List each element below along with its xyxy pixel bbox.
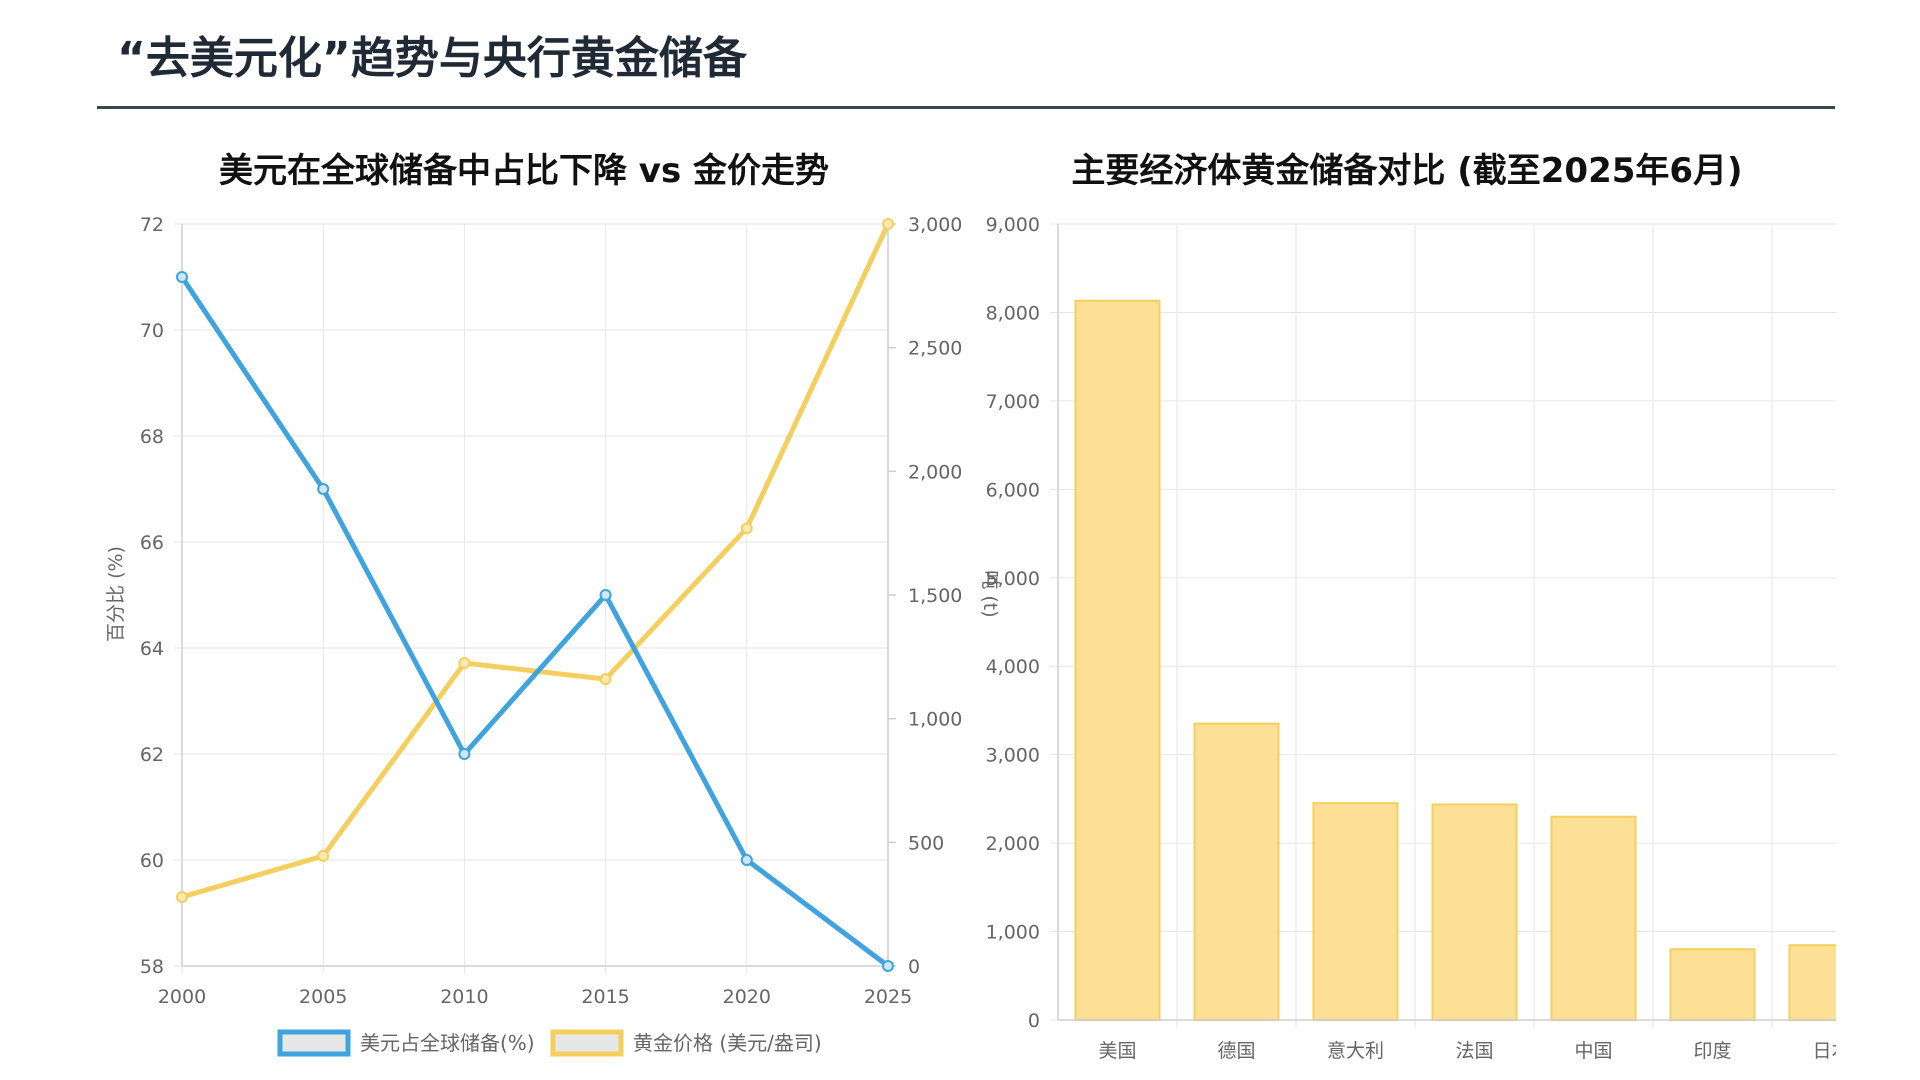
- line-chart-axes: 58 60 62 64 66 68 70 72 2000 2005 2010 2015 2020 2025…: [140, 214, 963, 1008]
- bar-chart-category-label: 法国: [1455, 1040, 1493, 1062]
- bar-chart-category-label: 美国: [1098, 1040, 1136, 1062]
- title-divider: [97, 106, 1835, 109]
- bar-chart-category-label: 德国: [1217, 1040, 1255, 1062]
- line-point-gold-price[interactable]: [176, 890, 188, 903]
- line-chart-x-tick-label: 2010: [440, 986, 488, 1008]
- bar-chart-tick-label: 0: [1028, 1010, 1040, 1032]
- bar-5[interactable]: [1550, 815, 1637, 1021]
- bar-chart-category-label: 印度: [1693, 1040, 1731, 1062]
- bar-chart-category-label: 中国: [1574, 1040, 1612, 1062]
- bar-chart-bars: 美国 德国 意大利 法国 中国 印度 日本: [1074, 299, 1874, 1062]
- line-point-usd-share[interactable]: [458, 748, 471, 760]
- line-point-gold-price[interactable]: [599, 673, 612, 686]
- line-point-usd-share[interactable]: [740, 854, 753, 866]
- line-chart-left-tick-label: 72: [140, 214, 164, 236]
- line-chart-series: [176, 218, 894, 972]
- line-chart-left-tick-label: 58: [140, 956, 164, 978]
- line-point-usd-share[interactable]: [317, 483, 330, 495]
- legend-label-usd-share[interactable]: 美元占全球储备(%): [360, 1031, 535, 1055]
- line-chart-right-tick-label: 3,000: [908, 214, 962, 236]
- bar-chart-axes: 0 1,000 2,000 3,000 4,000 5,000 6,000 7,000 8,00…: [986, 214, 1836, 1032]
- bar-2[interactable]: [1193, 722, 1280, 1021]
- legend-label-gold-price[interactable]: 黄金价格 (美元/盎司): [633, 1031, 822, 1055]
- line-point-usd-share[interactable]: [176, 271, 188, 283]
- bar-4[interactable]: [1431, 803, 1518, 1021]
- line-chart-right-tick-label: 2,000: [908, 461, 962, 483]
- line-series-gold-price: [179, 221, 891, 900]
- line-chart-x-tick-label: 2015: [581, 986, 629, 1008]
- bar-7[interactable]: [1788, 944, 1874, 1022]
- line-chart-x-tick-label: 2020: [723, 986, 771, 1008]
- line-series-usd-share: [179, 274, 891, 969]
- bar-chart-tick-label: 7,000: [986, 391, 1040, 413]
- line-point-gold-price[interactable]: [458, 657, 471, 670]
- bar-chart: 主要经济体黄金储备对比 (截至2025年6月) 吨 (t) 美国 德国 意大利 法国 中…: [979, 151, 1874, 1062]
- line-point-usd-share[interactable]: [882, 960, 894, 972]
- line-chart-left-tick-label: 66: [140, 532, 164, 554]
- line-point-usd-share[interactable]: [599, 589, 612, 601]
- line-chart-left-tick-label: 62: [140, 744, 164, 766]
- line-chart-right-tick-label: 1,500: [908, 585, 962, 607]
- line-chart: 美元在全球储备中占比下降 vs 金价走势 58 60 62 64 66 68 70 72 200…: [105, 151, 963, 1057]
- line-chart-legend[interactable]: 美元占全球储备(%) 黄金价格 (美元/盎司): [277, 1029, 822, 1057]
- line-point-gold-price[interactable]: [882, 218, 894, 230]
- bar-chart-category-label: 日本: [1812, 1040, 1850, 1062]
- line-chart-left-tick-label: 70: [140, 320, 164, 342]
- line-chart-x-tick-label: 2000: [158, 986, 206, 1008]
- line-chart-x-tick-label: 2005: [299, 986, 347, 1008]
- line-chart-x-tick-label: 2025: [864, 986, 912, 1008]
- bar-chart-tick-label: 8,000: [986, 302, 1040, 324]
- bar-chart-tick-label: 9,000: [986, 214, 1040, 236]
- line-point-gold-price[interactable]: [317, 849, 330, 862]
- line-point-gold-price[interactable]: [740, 522, 753, 535]
- bar-chart-tick-label: 5,000: [986, 568, 1040, 590]
- line-chart-title: 美元在全球储备中占比下降 vs 金价走势: [219, 151, 829, 191]
- line-chart-left-tick-label: 60: [140, 850, 164, 872]
- bar-6[interactable]: [1669, 948, 1756, 1021]
- bar-1[interactable]: [1074, 299, 1161, 1021]
- bar-chart-tick-label: 3,000: [986, 745, 1040, 767]
- line-chart-left-tick-label: 64: [140, 638, 164, 660]
- bar-chart-tick-label: 1,000: [986, 922, 1040, 944]
- line-chart-right-tick-label: 0: [908, 956, 920, 978]
- line-chart-right-tick-label: 500: [908, 832, 944, 854]
- bar-chart-axis-title: 吨 (t): [979, 570, 1001, 617]
- line-chart-right-tick-label: 2,500: [908, 338, 962, 360]
- bar-chart-tick-label: 6,000: [986, 479, 1040, 501]
- legend-swatch-usd-share[interactable]: [277, 1029, 351, 1057]
- line-chart-right-tick-label: 1,000: [908, 709, 962, 731]
- bar-chart-tick-label: 4,000: [986, 656, 1040, 678]
- bar-chart-tick-label: 2,000: [986, 833, 1040, 855]
- line-chart-left-axis-title: 百分比 (%): [105, 546, 127, 642]
- legend-swatch-gold-price[interactable]: [550, 1029, 624, 1057]
- bar-chart-title: 主要经济体黄金储备对比 (截至2025年6月): [1071, 151, 1742, 191]
- line-chart-grid: [174, 223, 889, 974]
- line-chart-left-tick-label: 68: [140, 426, 164, 448]
- bar-3[interactable]: [1312, 802, 1399, 1021]
- bar-chart-category-label: 意大利: [1327, 1040, 1384, 1062]
- page-title: “去美元化”趋势与央行黄金储备: [117, 33, 747, 84]
